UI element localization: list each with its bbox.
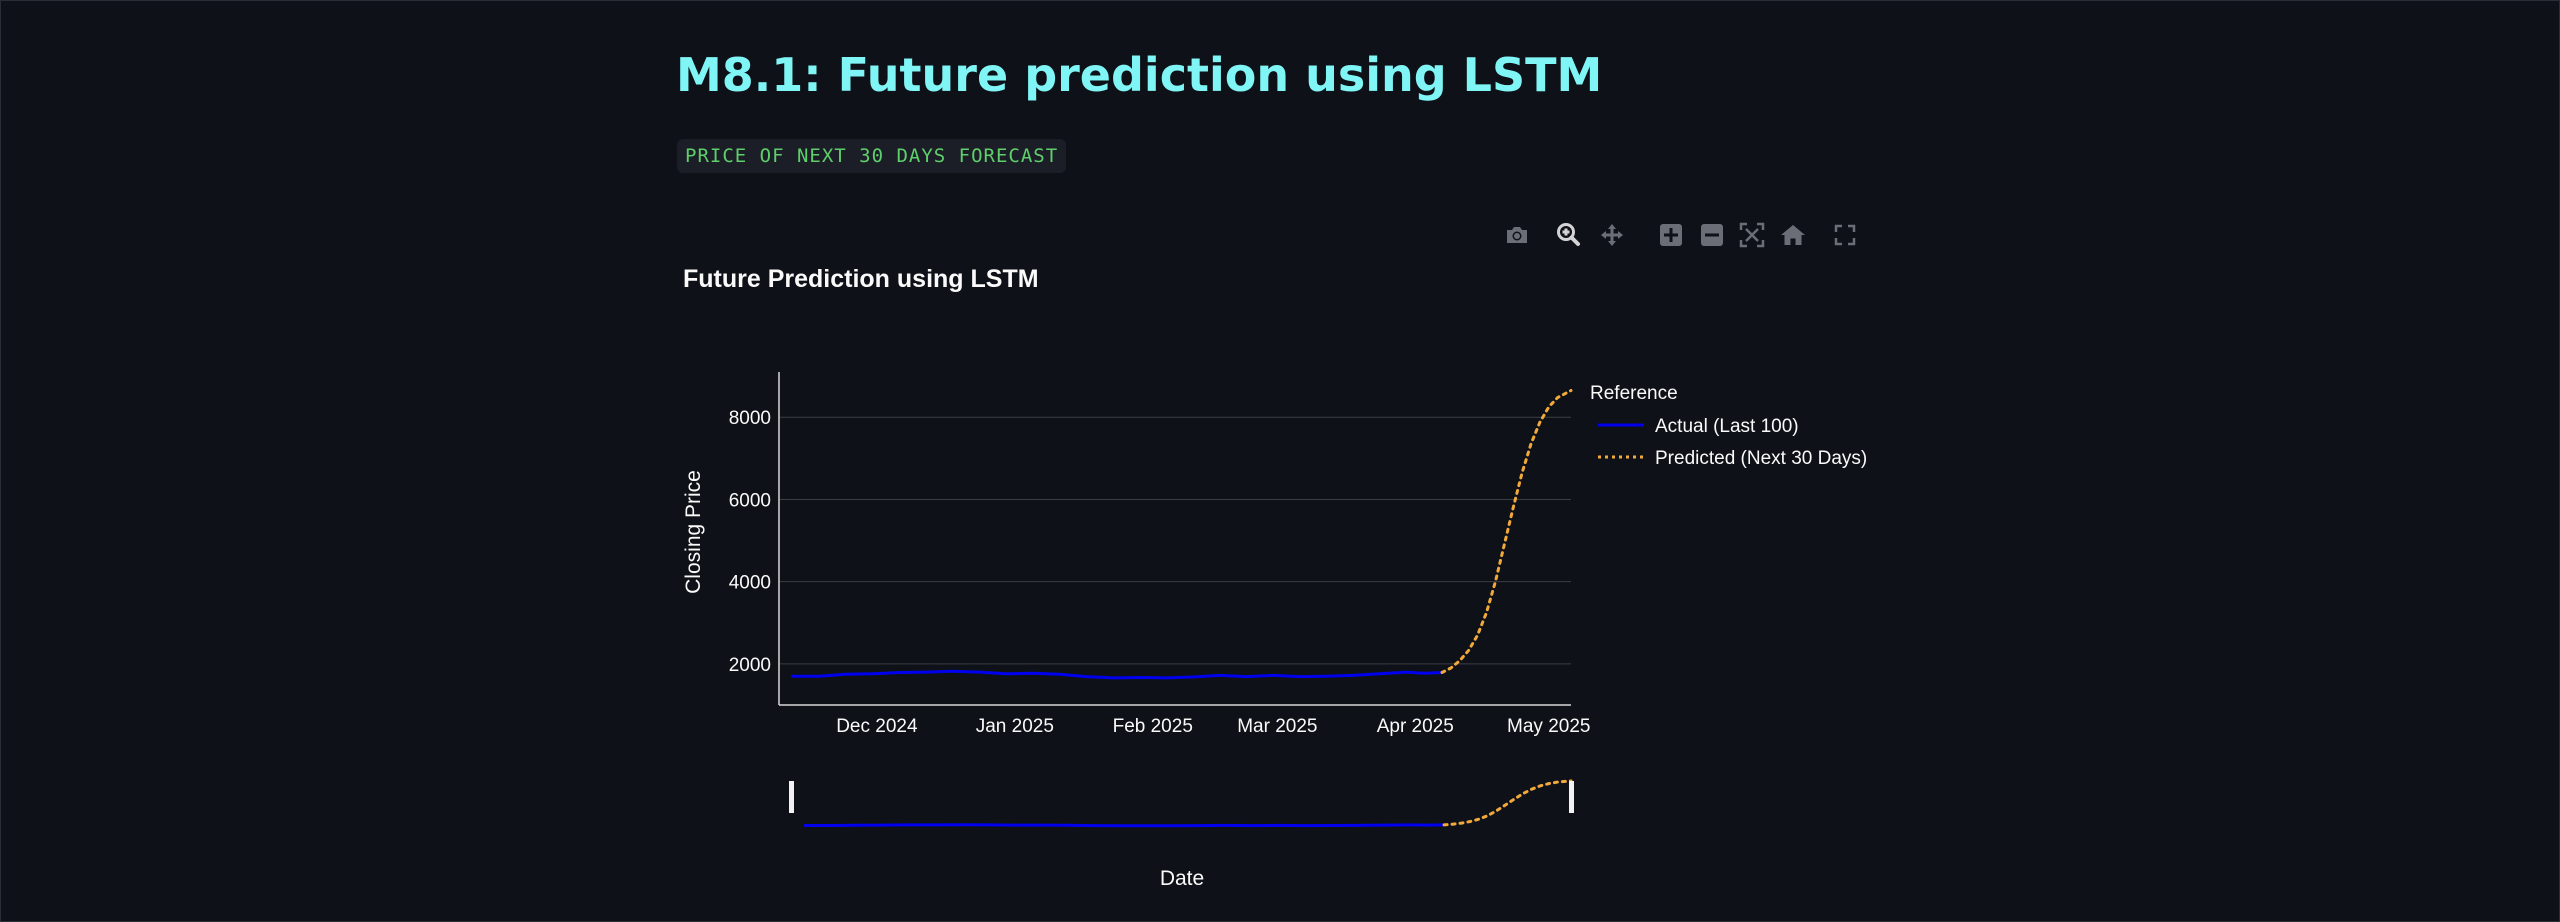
page-title: M8.1: Future prediction using LSTM [676,48,1603,102]
rangeslider-series-predicted [1442,779,1573,827]
fullscreen-button[interactable] [1828,218,1862,252]
x-tick-label: May 2025 [1507,716,1590,737]
zoom-in-icon [1660,224,1682,246]
y-tick-label: 6000 [729,490,771,511]
home-icon [1781,225,1805,245]
plot-area[interactable] [790,389,1573,680]
axes [778,372,1571,706]
series-line-predicted[interactable] [1440,389,1573,674]
camera-icon [1507,227,1527,243]
x-tick-label: Apr 2025 [1377,716,1454,737]
zoom-button[interactable] [1552,218,1586,252]
zoom-out-icon [1701,224,1723,246]
y-axis-label: Closing Price [682,470,705,594]
y-tick-labels: 2000 4000 6000 8000 [729,408,771,676]
chart-modebar [1500,218,1870,252]
grid-lines [779,416,1571,665]
x-tick-label: Mar 2025 [1237,716,1317,737]
legend-title: Reference [1590,383,1678,404]
fullscreen-icon [1834,224,1856,246]
autoscale-button[interactable] [1735,218,1769,252]
series-line-actual[interactable] [790,669,1444,680]
x-tick-label: Dec 2024 [836,716,918,737]
x-tick-label: Feb 2025 [1113,716,1193,737]
rangeslider-left-handle[interactable] [789,781,794,813]
forecast-subtitle: PRICE OF NEXT 30 DAYS FORECAST [677,139,1067,173]
y-tick-label: 2000 [729,655,771,676]
legend: Reference Actual (Last 100) Predicted (Nex… [1590,383,1867,469]
rangeslider-series-actual [803,823,1446,828]
reset-axes-button[interactable] [1776,218,1810,252]
y-tick-label: 8000 [729,408,771,429]
y-tick-label: 4000 [729,573,771,594]
chart-title: Future Prediction using LSTM [683,265,1039,293]
range-slider[interactable] [789,779,1574,828]
legend-label-actual[interactable]: Actual (Last 100) [1655,416,1799,437]
zoom-in-button[interactable] [1654,218,1688,252]
x-tick-label: Jan 2025 [976,716,1054,737]
pan-icon [1601,224,1623,246]
pan-button[interactable] [1595,218,1629,252]
rangeslider-right-handle[interactable] [1569,781,1574,813]
camera-button[interactable] [1500,218,1534,252]
zoom-icon [1557,223,1580,246]
autoscale-icon [1739,222,1765,248]
x-axis-label: Date [1160,867,1204,890]
zoom-out-button[interactable] [1695,218,1729,252]
x-tick-labels: Dec 2024 Jan 2025 Feb 2025 Mar 2025 Apr 2025… [836,716,1590,737]
legend-label-predicted[interactable]: Predicted (Next 30 Days) [1655,448,1867,469]
